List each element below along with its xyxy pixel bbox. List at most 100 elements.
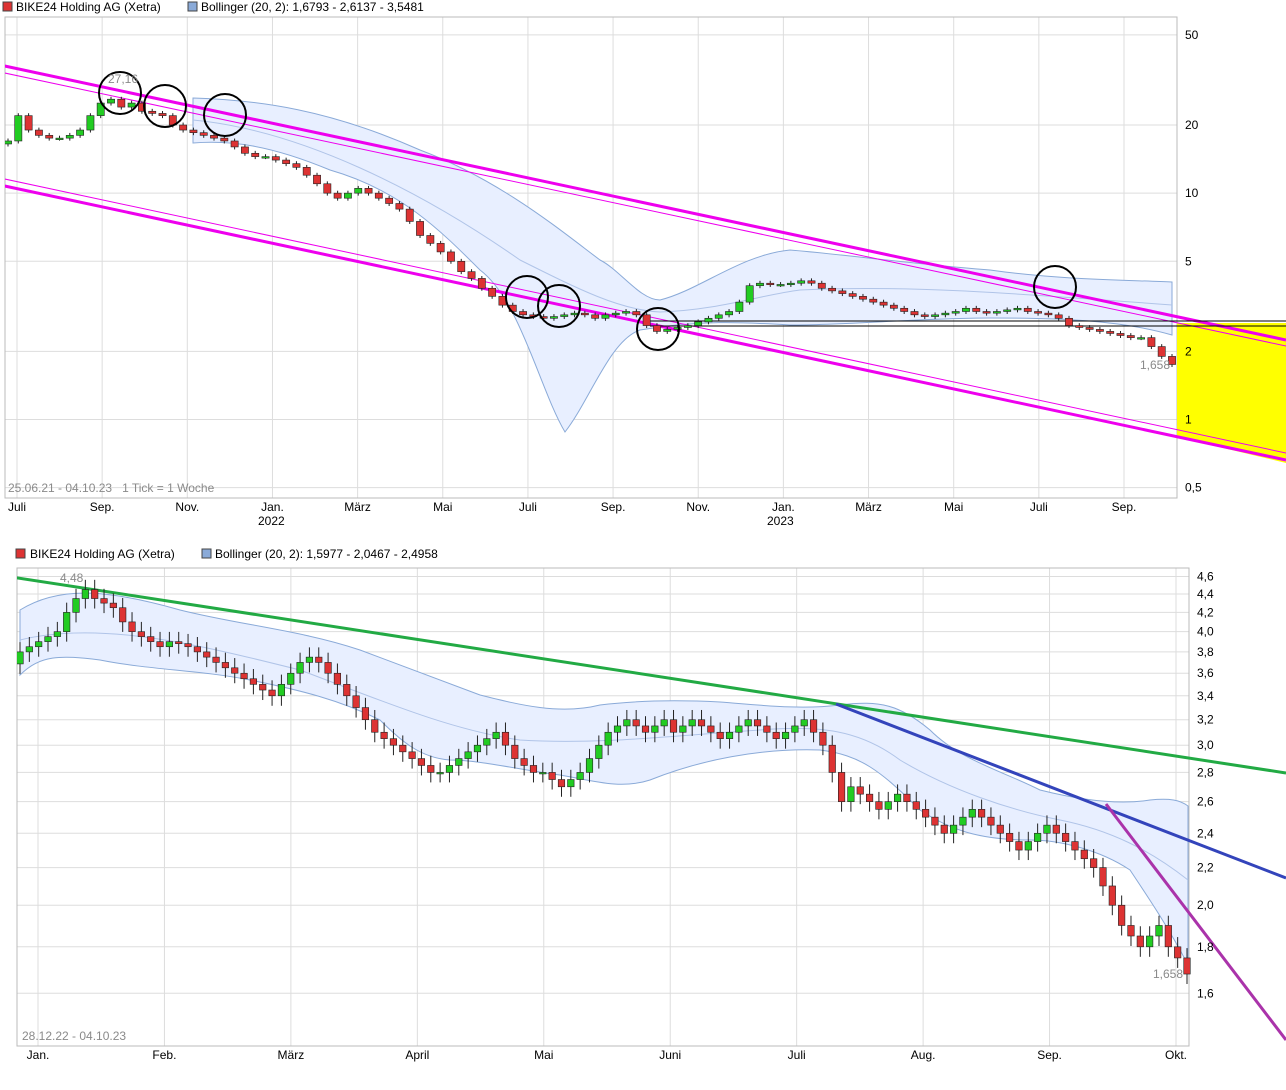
candle-body (951, 311, 960, 314)
candle-body (313, 174, 321, 185)
candle-body (282, 159, 291, 164)
candle-body (261, 156, 270, 159)
candle-body (501, 731, 510, 746)
candle-body (287, 672, 295, 685)
candle-body (5, 140, 12, 145)
candle-body (1095, 329, 1104, 332)
candle-body (55, 137, 64, 140)
candle-body (477, 278, 486, 289)
candle-body (548, 772, 556, 780)
candle-body (744, 719, 752, 727)
bottom-bollinger-mid (19, 632, 1189, 881)
x-tick-label: März (344, 500, 371, 514)
candle-body (968, 809, 976, 818)
candle-body (623, 719, 631, 727)
y-tick-label: 3,8 (1197, 645, 1214, 659)
x-tick-label: Mai (944, 500, 963, 514)
marker-circle (203, 93, 247, 137)
candle-body (24, 115, 33, 131)
candle-body (819, 731, 827, 746)
candle-body (72, 598, 80, 613)
candle-body (1065, 317, 1073, 326)
candle-body (766, 282, 775, 286)
top-channel-upper (5, 64, 1286, 342)
bottom-legend-price: BIKE24 Holding AG (Xetra) (30, 547, 175, 561)
candle-body (17, 651, 24, 665)
top-legend-price: BIKE24 Holding AG (Xetra) (16, 0, 161, 14)
y-tick-label: 0,5 (1185, 481, 1202, 495)
candle-body (856, 786, 864, 795)
candle-body (1034, 832, 1042, 842)
candle-body (395, 203, 404, 210)
candle-body (1106, 331, 1115, 334)
top-year-2023: 2023 (767, 514, 794, 528)
bottom-chart-frame (16, 567, 1190, 1047)
candle-body (292, 163, 301, 168)
candle-body (35, 641, 43, 648)
candle-body (786, 282, 795, 286)
x-tick-label: Feb. (152, 1048, 176, 1062)
candle-body (940, 824, 948, 834)
candle-body (1146, 935, 1154, 948)
candle-body (772, 731, 780, 739)
candle-body (557, 779, 566, 788)
candle-body (745, 285, 754, 303)
candle-body (1126, 335, 1135, 338)
candle-body (735, 301, 744, 312)
candle-body (76, 129, 85, 136)
candle-body (175, 641, 183, 644)
candle-body (920, 314, 929, 317)
candle-body (950, 824, 958, 834)
candle-body (688, 719, 696, 727)
candle-body (249, 678, 257, 685)
candle-body (189, 129, 198, 133)
candle-body (859, 296, 867, 300)
y-tick-label: 3,4 (1197, 689, 1214, 703)
candle-body (53, 631, 61, 637)
top-candles (5, 96, 1176, 367)
candle-body (158, 113, 167, 116)
bottom-legend-swatch-bollinger (201, 548, 212, 559)
candle-body (651, 725, 659, 733)
candle-body (1136, 935, 1144, 948)
candle-body (673, 327, 682, 330)
candle-body (483, 738, 491, 746)
candle-body (296, 662, 304, 674)
candle-body (1062, 832, 1070, 842)
candle-body (231, 667, 239, 674)
candle-body (405, 208, 414, 222)
candle-body (416, 221, 424, 236)
candle-body (455, 758, 463, 766)
y-tick-label: 10 (1185, 186, 1199, 200)
candle-body (1137, 337, 1146, 340)
candle-body (869, 298, 878, 303)
candle-body (271, 156, 280, 161)
candle-body (361, 707, 369, 721)
candle-body (1116, 333, 1125, 336)
candle-body (604, 731, 612, 746)
candle-body (828, 744, 836, 773)
candle-body (374, 192, 383, 199)
candle-body (585, 758, 594, 773)
candle-body (580, 312, 589, 316)
top-chart-frame (4, 16, 1178, 499)
top-legend-bollinger: Bollinger (20, 2): 1,6793 - 2,6137 - 3,5… (201, 0, 424, 14)
candle-body (498, 296, 507, 306)
marker-circle (505, 275, 549, 319)
candle-body (1015, 841, 1023, 851)
candle-body (1174, 946, 1182, 959)
y-tick-label: 2,6 (1197, 795, 1214, 809)
candle-body (828, 287, 836, 292)
candle-body (595, 744, 603, 759)
candle-body (884, 801, 892, 810)
candle-body (179, 124, 188, 131)
candle-body (910, 311, 919, 316)
candle-body (894, 793, 902, 802)
candle-body (241, 146, 249, 154)
candle-body (791, 725, 799, 733)
candle-body (165, 641, 173, 648)
candle-body (601, 314, 610, 319)
x-tick-label: Jan. (27, 1048, 50, 1062)
candle-body (467, 271, 476, 279)
top-bollinger-band (192, 97, 1173, 433)
